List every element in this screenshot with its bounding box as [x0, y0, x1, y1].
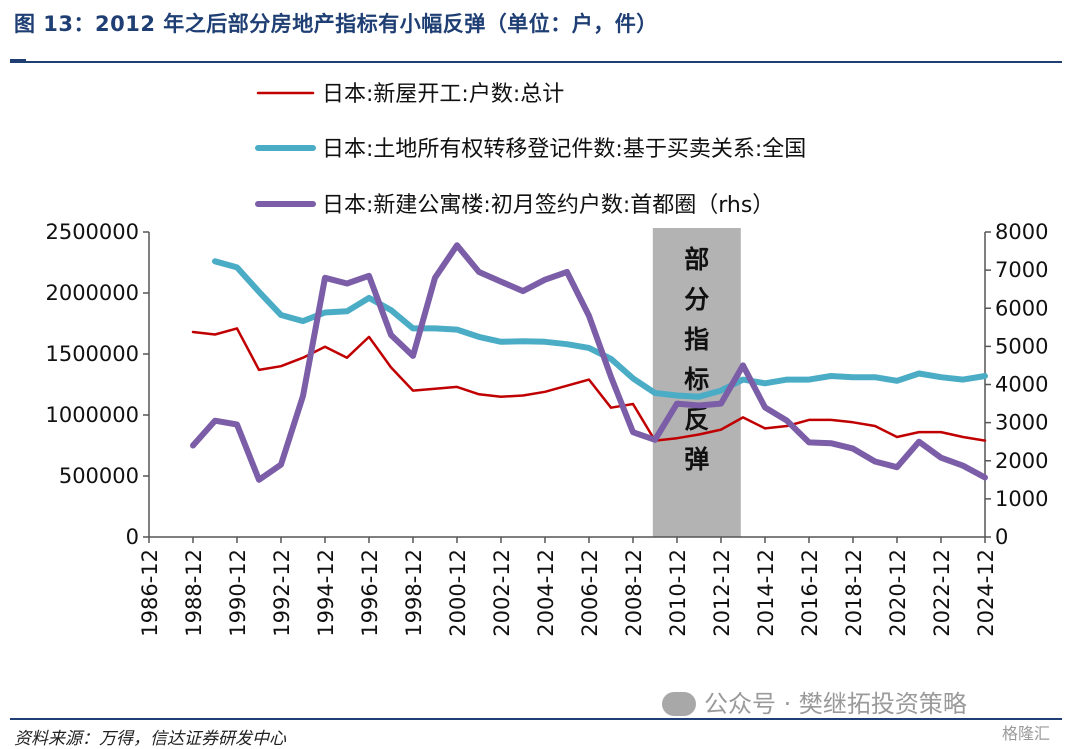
right-tick-label: 4000	[995, 373, 1048, 397]
annotation-band	[652, 228, 741, 537]
left-tick-label: 1000000	[45, 403, 139, 427]
x-tick-label: 2008-12	[622, 549, 646, 637]
top-rule-mark	[10, 59, 26, 63]
legend: 日本:新屋开工:户数:总计日本:土地所有权转移登记件数:基于买卖关系:全国日本:…	[255, 82, 806, 218]
x-tick-label: 1992-12	[270, 549, 294, 637]
left-tick-label: 2000000	[45, 281, 139, 305]
bottom-rule	[10, 718, 1062, 720]
right-tick-label: 2000	[995, 449, 1048, 473]
left-tick-label: 0	[126, 525, 139, 549]
annotation-char: 部	[684, 245, 709, 274]
legend-label-3: 日本:新建公寓楼:初月签约户数:首都圈（rhs）	[322, 193, 774, 218]
x-tick-label: 1994-12	[314, 549, 338, 637]
right-tick-label: 0	[995, 525, 1008, 549]
x-tick-label: 1998-12	[402, 549, 426, 637]
source-note: 资料来源：万得，信达证券研发中心	[14, 729, 286, 749]
right-tick-label: 3000	[995, 411, 1048, 435]
chart-title: 图 13：2012 年之后部分房地产指标有小幅反弹（单位：户，件）	[14, 12, 658, 36]
x-tick-label: 1996-12	[358, 549, 382, 637]
legend-label-2: 日本:土地所有权转移登记件数:基于买卖关系:全国	[322, 137, 806, 162]
left-tick-label: 2500000	[45, 220, 139, 244]
x-tick-label: 1988-12	[182, 549, 206, 637]
x-tick-label: 2016-12	[798, 549, 822, 637]
x-tick-label: 2024-12	[974, 549, 998, 637]
x-tick-label: 1986-12	[138, 549, 162, 637]
series-line-1	[191, 327, 987, 442]
top-rule	[10, 61, 1062, 63]
x-tick-label: 2000-12	[446, 549, 470, 637]
x-tick-label: 2012-12	[710, 549, 734, 637]
corner-logo: 格隆汇	[1002, 724, 1051, 743]
left-tick-label: 1500000	[45, 342, 139, 366]
annotation-char: 分	[684, 285, 709, 314]
x-tick-label: 2004-12	[534, 549, 558, 637]
x-tick-label: 2006-12	[578, 549, 602, 637]
annotation-char: 指	[684, 325, 709, 354]
series-layer	[190, 242, 988, 483]
wechat-icon	[662, 692, 696, 716]
right-tick-label: 8000	[995, 220, 1048, 244]
x-tick-label: 2002-12	[490, 549, 514, 637]
annotation-char: 反	[684, 405, 709, 434]
left-tick-label: 500000	[59, 464, 139, 488]
x-tick-label: 2022-12	[930, 549, 954, 637]
annotation-char: 标	[684, 365, 709, 394]
legend-label-1: 日本:新屋开工:户数:总计	[322, 82, 564, 107]
watermark: 公众号 · 樊继拓投资策略	[662, 684, 967, 719]
right-tick-label: 1000	[995, 487, 1048, 511]
x-tick-label: 1990-12	[226, 549, 250, 637]
right-tick-label: 7000	[995, 258, 1048, 282]
series-line-3	[190, 242, 988, 483]
x-tick-label: 2018-12	[842, 549, 866, 637]
x-tick-label: 2010-12	[666, 549, 690, 637]
watermark-text: 公众号 · 樊继拓投资策略	[704, 690, 967, 718]
axes-layer: 0 500000 1000000 1500000 2000000 2500000 0 1000…	[45, 220, 1048, 637]
annotation-char: 弹	[684, 445, 709, 474]
right-tick-label: 5000	[995, 334, 1048, 358]
right-tick-label: 6000	[995, 296, 1048, 320]
x-tick-label: 2014-12	[754, 549, 778, 637]
x-tick-label: 2020-12	[886, 549, 910, 637]
